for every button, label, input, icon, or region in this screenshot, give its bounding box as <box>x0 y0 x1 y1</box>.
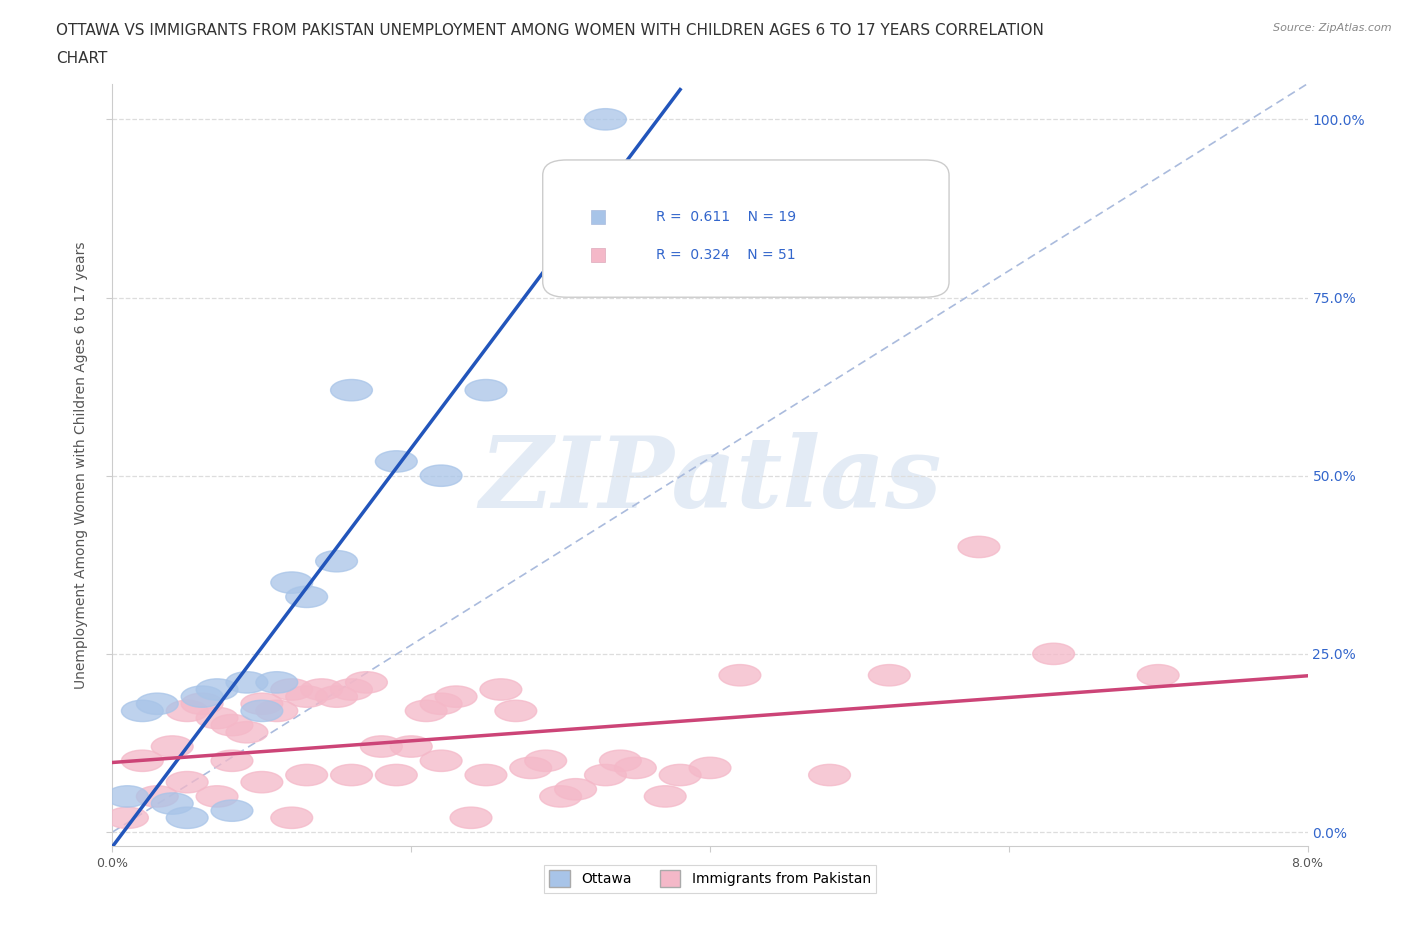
Y-axis label: Unemployment Among Women with Children Ages 6 to 17 years: Unemployment Among Women with Children A… <box>75 241 89 689</box>
Text: Source: ZipAtlas.com: Source: ZipAtlas.com <box>1274 23 1392 33</box>
Text: ZIPatlas: ZIPatlas <box>479 432 941 528</box>
Text: R =  0.324    N = 51: R = 0.324 N = 51 <box>657 248 796 262</box>
Legend: Ottawa, Immigrants from Pakistan: Ottawa, Immigrants from Pakistan <box>544 865 876 893</box>
Text: OTTAWA VS IMMIGRANTS FROM PAKISTAN UNEMPLOYMENT AMONG WOMEN WITH CHILDREN AGES 6: OTTAWA VS IMMIGRANTS FROM PAKISTAN UNEMP… <box>56 23 1045 38</box>
Text: R =  0.611    N = 19: R = 0.611 N = 19 <box>657 210 796 224</box>
FancyBboxPatch shape <box>591 210 605 224</box>
FancyBboxPatch shape <box>543 160 949 298</box>
FancyBboxPatch shape <box>591 248 605 262</box>
Text: CHART: CHART <box>56 51 108 66</box>
